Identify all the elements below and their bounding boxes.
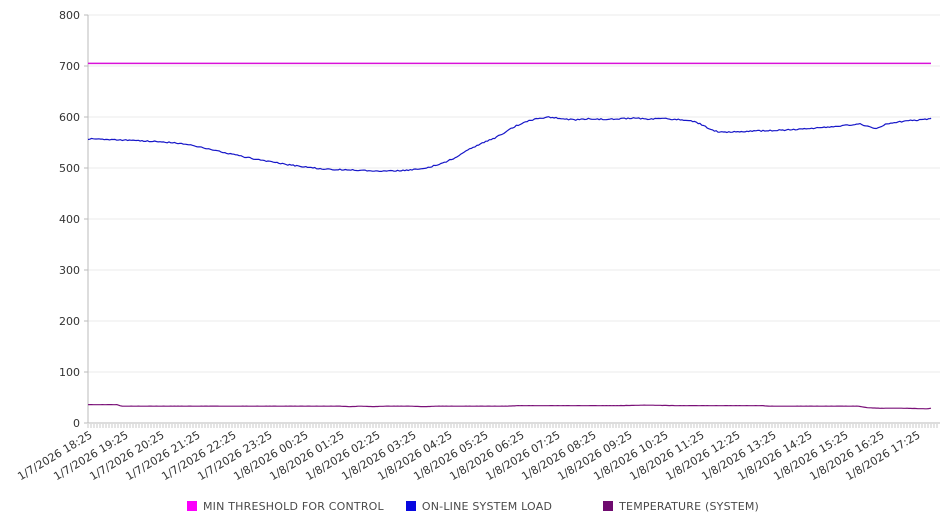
y-tick-label: 500 <box>59 162 80 175</box>
y-tick-label: 0 <box>73 417 80 430</box>
legend-item-system-load[interactable]: ON-LINE SYSTEM LOAD <box>405 499 553 513</box>
y-tick-label: 600 <box>59 111 80 124</box>
y-tick-label: 700 <box>59 60 80 73</box>
legend-label-min-threshold: MIN THRESHOLD FOR CONTROL <box>202 499 384 513</box>
y-axis-labels: 0 100 200 300 400 500 600 700 800 <box>59 9 88 430</box>
legend-item-min-threshold[interactable]: MIN THRESHOLD FOR CONTROL <box>186 499 384 513</box>
legend-swatch-min-threshold-icon <box>186 501 197 511</box>
legend-swatch-system-load-icon <box>405 501 416 511</box>
series-line-temperature-system- <box>87 404 932 410</box>
plot-area: 0 100 200 300 400 500 600 700 800 1/7/2026 18:251… <box>15 9 940 483</box>
y-tick-label: 800 <box>59 9 80 22</box>
series-line-on-line-system-load <box>87 116 932 172</box>
x-minor-ticks <box>87 424 938 428</box>
y-tick-label: 100 <box>59 366 80 379</box>
x-axis-labels: 1/7/2026 18:251/7/2026 19:251/7/2026 20:… <box>15 428 922 483</box>
legend-swatch-temperature-icon <box>603 501 614 511</box>
y-tick-label: 300 <box>59 264 80 277</box>
y-tick-label: 400 <box>59 213 80 226</box>
legend-label-system-load: ON-LINE SYSTEM LOAD <box>421 499 553 513</box>
gridlines <box>88 14 940 373</box>
legend-item-temperature[interactable]: TEMPERATURE (SYSTEM) <box>603 500 759 513</box>
y-tick-label: 200 <box>59 315 80 328</box>
legend: MIN THRESHOLD FOR CONTROL ON-LINE SYSTEM… <box>0 496 946 516</box>
legend-label-temperature: TEMPERATURE (SYSTEM) <box>619 499 760 513</box>
